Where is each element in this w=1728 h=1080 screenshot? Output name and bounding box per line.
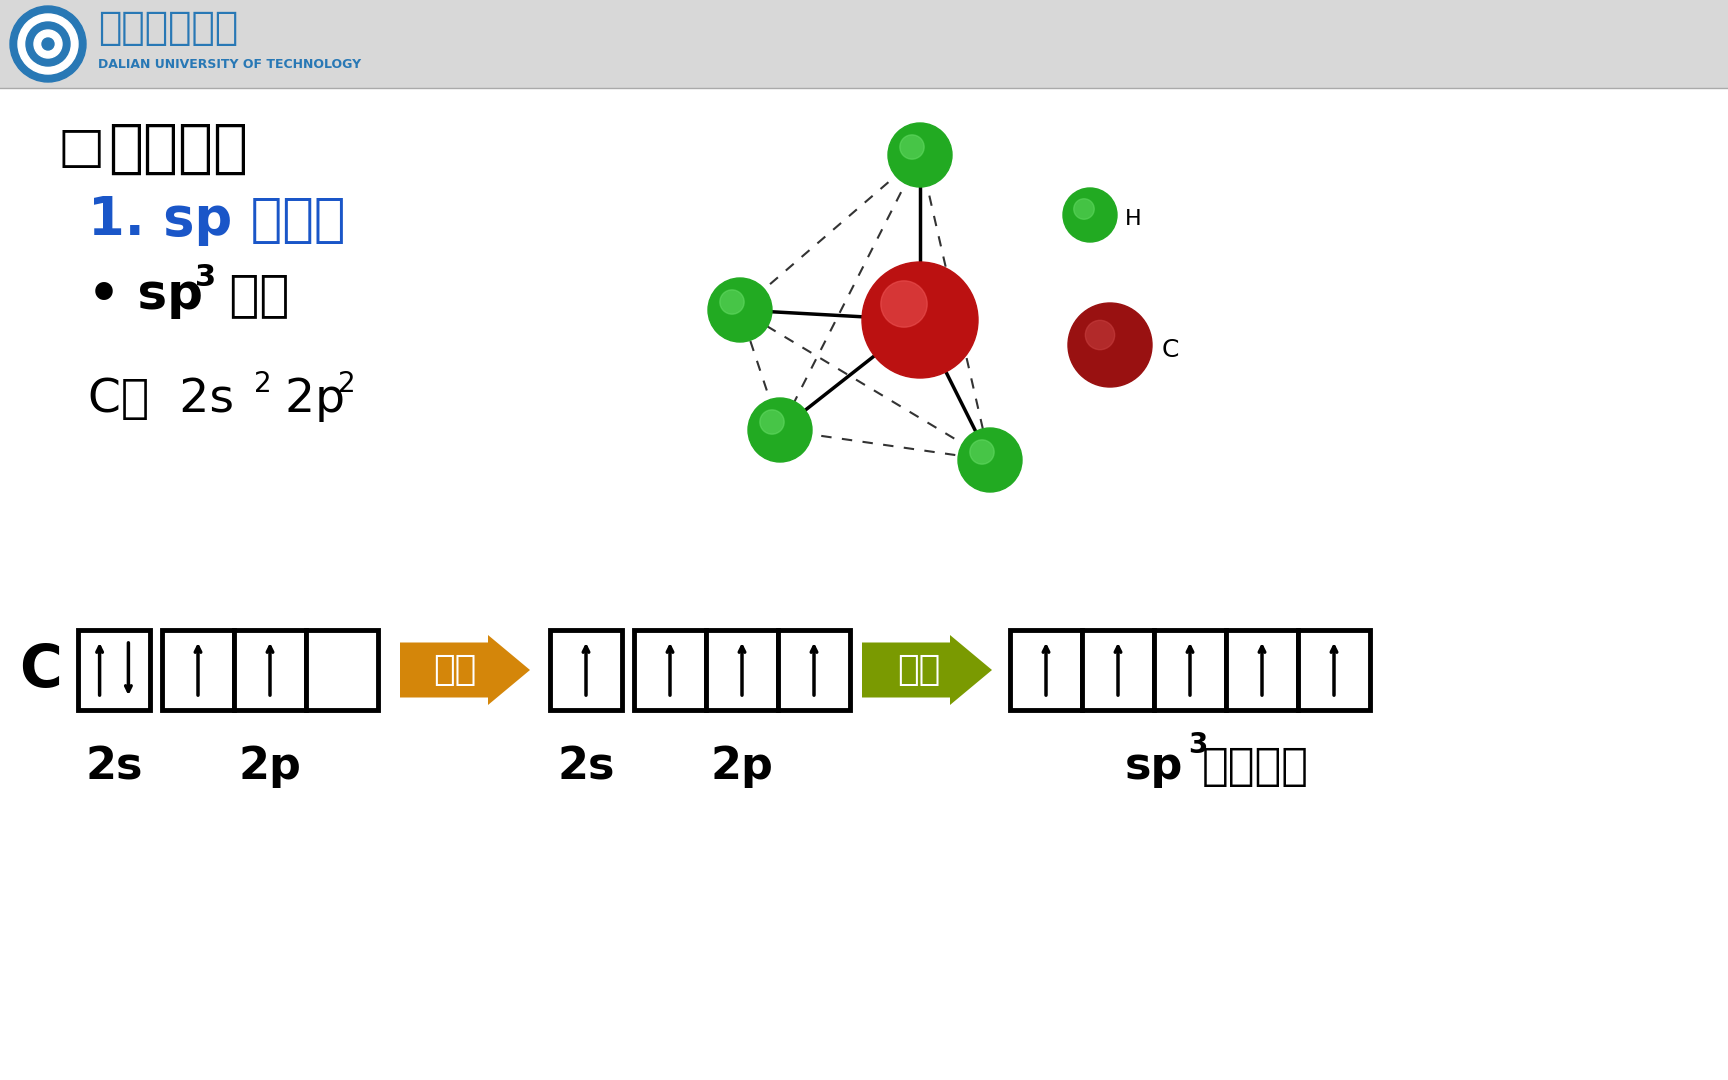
Circle shape [760, 409, 785, 434]
Text: 2p: 2p [270, 378, 346, 422]
Text: 杂化: 杂化 [213, 271, 289, 319]
Text: 2s: 2s [556, 745, 615, 788]
Circle shape [957, 428, 1021, 492]
Text: • sp: • sp [88, 271, 202, 319]
Text: C：  2s: C： 2s [88, 378, 233, 422]
Bar [1009, 630, 1082, 710]
Text: 杂化轨道: 杂化轨道 [1203, 745, 1310, 788]
Text: 3: 3 [1189, 731, 1208, 759]
Circle shape [748, 399, 812, 462]
Text: 1. sp 型杂化: 1. sp 型杂化 [88, 194, 346, 246]
Bar [707, 630, 778, 710]
Circle shape [888, 123, 952, 187]
Circle shape [881, 281, 928, 327]
Text: C: C [19, 642, 62, 699]
Circle shape [1073, 199, 1094, 219]
Bar [162, 630, 233, 710]
Circle shape [26, 22, 71, 66]
Text: H: H [1125, 210, 1142, 229]
Text: C: C [1161, 338, 1180, 362]
Circle shape [10, 6, 86, 82]
FancyArrow shape [399, 635, 530, 705]
Text: 等性杂化: 等性杂化 [107, 120, 249, 176]
Circle shape [1063, 188, 1116, 242]
Circle shape [35, 30, 62, 58]
Circle shape [969, 440, 994, 464]
Text: 2: 2 [339, 370, 356, 399]
Circle shape [900, 135, 924, 159]
Text: 大连理工大学: 大连理工大学 [98, 9, 238, 48]
Text: 2p: 2p [238, 745, 301, 788]
Bar [778, 630, 850, 710]
Text: 3: 3 [195, 264, 216, 293]
Circle shape [17, 14, 78, 75]
Text: □: □ [59, 124, 105, 172]
Text: 杂化: 杂化 [897, 653, 940, 687]
Bar [233, 630, 306, 710]
Text: DALIAN UNIVERSITY OF TECHNOLOGY: DALIAN UNIVERSITY OF TECHNOLOGY [98, 57, 361, 70]
Text: 2s: 2s [85, 745, 143, 788]
Bar [634, 630, 707, 710]
Bar [306, 630, 378, 710]
Circle shape [721, 289, 745, 314]
Bar [1298, 630, 1370, 710]
Text: sp: sp [1125, 745, 1184, 788]
Text: 激发: 激发 [434, 653, 477, 687]
Bar [0, 0, 1728, 87]
Circle shape [1068, 303, 1153, 387]
Circle shape [1085, 321, 1115, 350]
Bar [1154, 630, 1225, 710]
Bar [1082, 630, 1154, 710]
Circle shape [862, 262, 978, 378]
Text: 2: 2 [254, 370, 271, 399]
Circle shape [41, 38, 54, 50]
Bar [1225, 630, 1298, 710]
Bar [550, 630, 622, 710]
Text: 2p: 2p [710, 745, 774, 788]
Circle shape [708, 278, 772, 342]
FancyArrow shape [862, 635, 992, 705]
Bar [78, 630, 150, 710]
